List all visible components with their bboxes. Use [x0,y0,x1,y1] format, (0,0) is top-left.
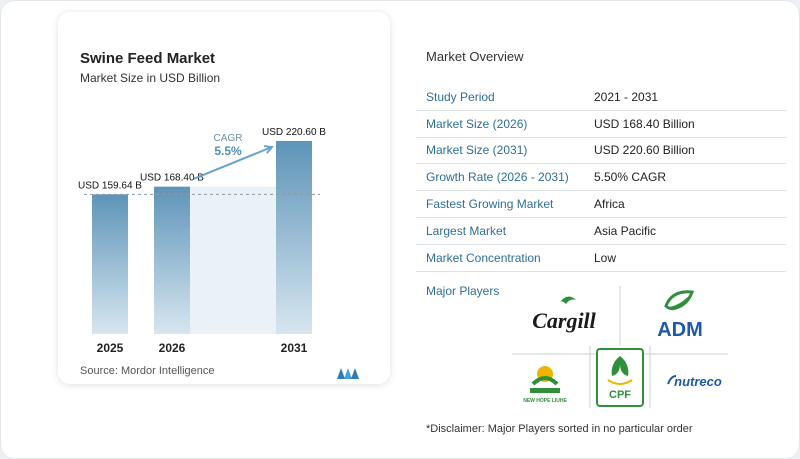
nutreco-name: nutreco [674,374,722,389]
overview-label: Growth Rate (2026 - 2031) [426,170,569,185]
source-note: Source: Mordor Intelligence [80,365,215,377]
major-players-label: Major Players [426,284,500,298]
chart-card: Swine Feed Market Market Size in USD Bil… [58,12,390,384]
adm-name: ADM [657,319,703,341]
overview-label: Fastest Growing Market [426,197,554,212]
tick-label-2031: 2031 [281,341,308,355]
overview-value: USD 220.60 Billion [594,143,695,158]
major-players-grid: Cargill ADM NEW HOPE LIUHE CPF nutreco [512,286,728,408]
overview-label: Market Concentration [426,250,541,265]
overview-value: 2021 - 2031 [594,89,659,104]
tick-label-2026: 2026 [159,341,186,355]
chart-subtitle: Market Size in USD Billion [80,71,221,85]
overview-value: Low [594,250,617,265]
cargill-name: Cargill [532,308,596,333]
tick-label-2025: 2025 [97,341,124,355]
cagr-arrow-head [263,145,274,154]
overview-row-concentration: Market Concentration Low [416,245,786,272]
overview-row-largest-market: Largest Market Asia Pacific [416,218,786,245]
cagr-label: CAGR [214,133,243,144]
adm-logo-icon: ADM [657,290,703,341]
overview-label: Study Period [426,89,495,104]
overview-row-market-size-2026: Market Size (2026) USD 168.40 Billion [416,111,786,138]
cpf-name: CPF [609,389,631,401]
overview-row-study-period: Study Period 2021 - 2031 [416,84,786,111]
overview-row-fastest-growing: Fastest Growing Market Africa [416,191,786,218]
data-label-2026: USD 168.40 B [140,173,204,184]
bar-chart: USD 159.64 B 2025 USD 168.40 B 2026 USD 220.… [78,127,326,355]
bar-2031 [276,140,312,334]
new-hope-liuhe-logo-icon: NEW HOPE LIUHE [523,366,567,404]
overview-value: USD 168.40 Billion [594,116,695,131]
growth-band [190,186,276,334]
new-hope-liuhe-name: NEW HOPE LIUHE [523,398,567,404]
chart-title: Swine Feed Market [80,50,216,67]
market-overview-title: Market Overview [426,49,524,64]
overview-value: 5.50% CAGR [594,170,667,185]
data-label-2031: USD 220.60 B [262,127,326,138]
disclaimer: *Disclaimer: Major Players sorted in no … [426,423,693,435]
nutreco-logo-icon: nutreco [667,374,722,389]
mordor-intelligence-logo-icon [337,368,359,379]
cagr-arrow [193,146,273,180]
cpf-logo-icon: CPF [596,348,644,407]
overview-value: Asia Pacific [594,223,657,238]
overview-label: Market Size (2026) [426,116,528,131]
overview-value: Africa [594,197,625,212]
cagr-value: 5.5% [214,144,242,158]
overview-table: Study Period 2021 - 2031 Market Size (20… [416,84,786,272]
overview-row-growth-rate: Growth Rate (2026 - 2031) 5.50% CAGR [416,164,786,192]
overview-label: Market Size (2031) [426,143,528,158]
bar-2026 [154,186,190,334]
cargill-logo-icon: Cargill [532,296,597,333]
data-label-2025: USD 159.64 B [78,180,142,191]
overview-label: Largest Market [426,223,507,238]
overview-row-market-size-2031: Market Size (2031) USD 220.60 Billion [416,138,786,165]
bar-2025 [92,194,128,334]
